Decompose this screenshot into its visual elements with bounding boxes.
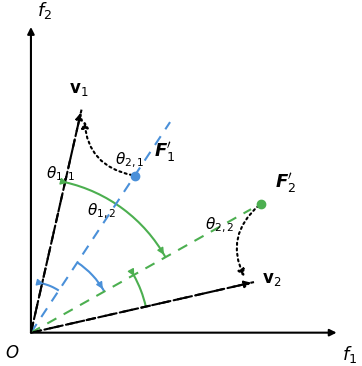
Text: $\theta_{2,2}$: $\theta_{2,2}$ [205,215,234,235]
Text: $O$: $O$ [5,344,20,362]
Text: $\mathbf{v}_2$: $\mathbf{v}_2$ [262,270,282,288]
Text: $f_2$: $f_2$ [37,0,52,21]
Text: $\mathbf{v}_1$: $\mathbf{v}_1$ [69,81,88,98]
Text: $\theta_{1,2}$: $\theta_{1,2}$ [87,201,116,221]
Text: $\theta_{2,1}$: $\theta_{2,1}$ [115,151,144,170]
Text: $f_1$: $f_1$ [342,344,357,365]
Text: $\boldsymbol{F}_2'$: $\boldsymbol{F}_2'$ [275,171,296,195]
Text: $\theta_{1,1}$: $\theta_{1,1}$ [46,165,76,184]
Text: $\boldsymbol{F}_1'$: $\boldsymbol{F}_1'$ [154,141,176,164]
